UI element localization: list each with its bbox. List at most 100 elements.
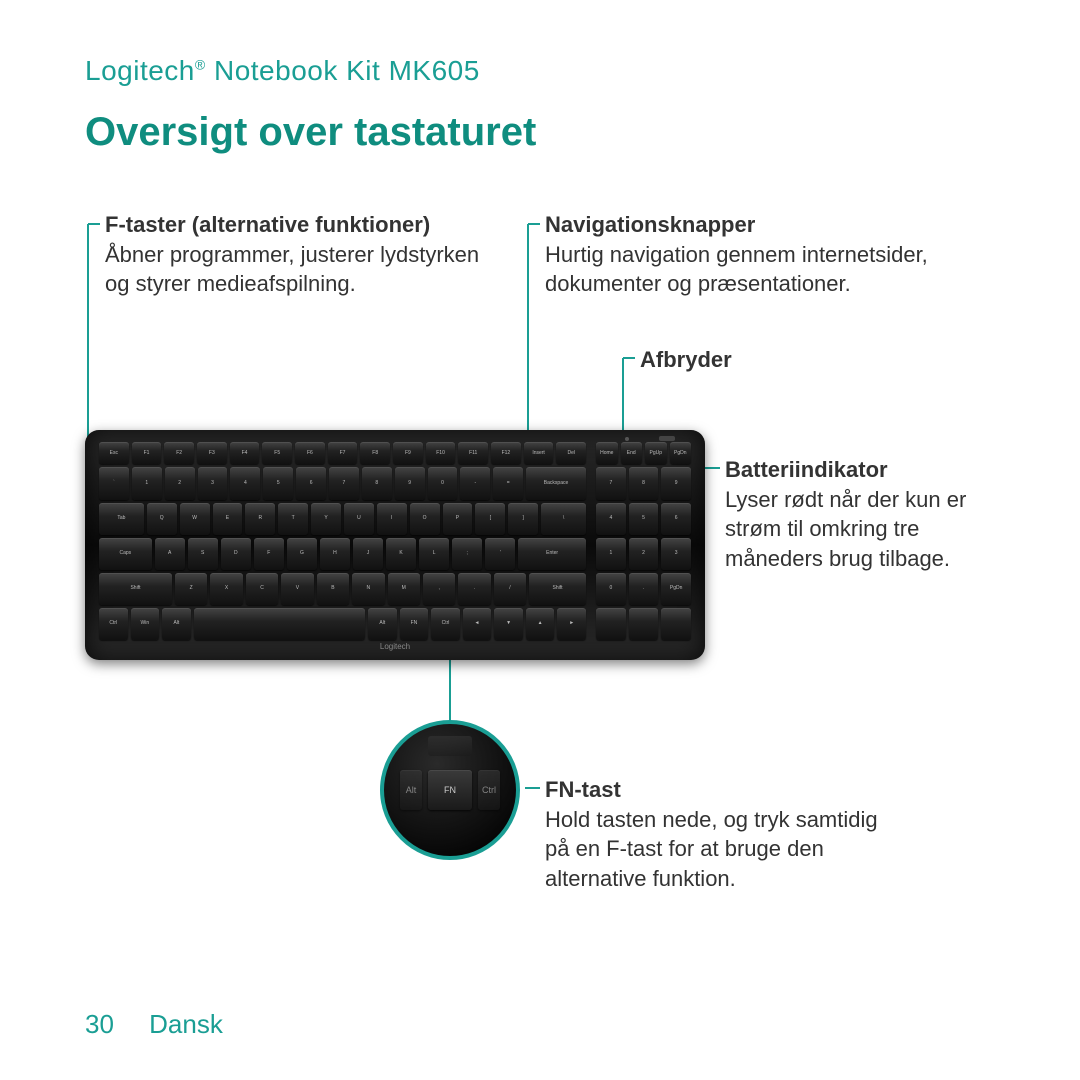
key: 8 — [362, 467, 392, 499]
callout-heading: Navigationsknapper — [545, 210, 965, 240]
key: T — [278, 503, 308, 535]
zoom-key-fn: FN — [428, 770, 472, 810]
registered-mark: ® — [195, 57, 206, 73]
language-label: Dansk — [149, 1009, 223, 1039]
key: 4 — [230, 467, 260, 499]
key: B — [317, 573, 349, 605]
key: ▲ — [526, 608, 555, 640]
key: 5 — [263, 467, 293, 499]
fn-key-zoom-circle: Alt FN Ctrl — [380, 720, 520, 860]
callout-heading: FN-tast — [545, 775, 885, 805]
key: 7 — [596, 467, 626, 499]
key: Esc — [99, 442, 129, 464]
power-switch — [659, 436, 675, 441]
key — [194, 608, 365, 640]
key: F1 — [132, 442, 162, 464]
key: 7 — [329, 467, 359, 499]
key: Ctrl — [99, 608, 128, 640]
key: 9 — [395, 467, 425, 499]
key: O — [410, 503, 440, 535]
key: F4 — [230, 442, 260, 464]
header-product-line: Logitech® Notebook Kit MK605 — [85, 55, 480, 87]
key: W — [180, 503, 210, 535]
key: Del — [556, 442, 586, 464]
key: Q — [147, 503, 177, 535]
key: 4 — [596, 503, 626, 535]
callout-f-keys: F-taster (alternative funktioner) Åbner … — [105, 210, 495, 299]
key: Backspace — [526, 467, 586, 499]
key: , — [423, 573, 455, 605]
key: S — [188, 538, 218, 570]
key: F12 — [491, 442, 521, 464]
zoom-adjacent-key — [428, 736, 472, 756]
key: ◄ — [463, 608, 492, 640]
key: U — [344, 503, 374, 535]
key: Shift — [99, 573, 172, 605]
callout-heading: Afbryder — [640, 345, 732, 375]
key: End — [621, 442, 643, 464]
key: F10 — [426, 442, 456, 464]
key: PgUp — [645, 442, 667, 464]
key: FN — [400, 608, 429, 640]
key: = — [493, 467, 523, 499]
key: F2 — [164, 442, 194, 464]
key: Insert — [524, 442, 554, 464]
callout-battery: Batteriindikator Lyser rødt når der kun … — [725, 455, 1005, 574]
key: F5 — [262, 442, 292, 464]
key: 9 — [661, 467, 691, 499]
key: . — [458, 573, 490, 605]
key: 0 — [596, 573, 626, 605]
keyboard-top-indicators — [625, 436, 675, 441]
callout-body: Hold tasten nede, og tryk samtidig på en… — [545, 805, 885, 894]
product-name: Notebook Kit MK605 — [206, 55, 480, 86]
key: Alt — [368, 608, 397, 640]
key: 5 — [629, 503, 659, 535]
page-number: 30 — [85, 1009, 114, 1039]
key: M — [388, 573, 420, 605]
key: - — [460, 467, 490, 499]
key: K — [386, 538, 416, 570]
key: Shift — [529, 573, 586, 605]
key: X — [210, 573, 242, 605]
brand: Logitech — [85, 55, 195, 86]
key: 6 — [296, 467, 326, 499]
key: I — [377, 503, 407, 535]
key: C — [246, 573, 278, 605]
key: ► — [557, 608, 586, 640]
key: 3 — [198, 467, 228, 499]
key: 1 — [596, 538, 626, 570]
zoom-key-left: Alt — [400, 770, 422, 810]
key: . — [629, 573, 659, 605]
key: Y — [311, 503, 341, 535]
key: N — [352, 573, 384, 605]
key: G — [287, 538, 317, 570]
key: 1 — [132, 467, 162, 499]
key: V — [281, 573, 313, 605]
key: J — [353, 538, 383, 570]
battery-led — [625, 437, 629, 441]
key: D — [221, 538, 251, 570]
callout-body: Hurtig navigation gennem internetsider, … — [545, 240, 965, 299]
page: Logitech® Notebook Kit MK605 Oversigt ov… — [0, 0, 1080, 1080]
key: H — [320, 538, 350, 570]
key: Tab — [99, 503, 144, 535]
callout-navigation: Navigationsknapper Hurtig navigation gen… — [545, 210, 965, 299]
callout-body: Lyser rødt når der kun er strøm til omkr… — [725, 485, 1005, 574]
key: F7 — [328, 442, 358, 464]
key: Enter — [518, 538, 586, 570]
nav-key-cluster: HomeEndPgUpPgDn 789 456 123 0.PgDn — [596, 442, 691, 640]
key: E — [213, 503, 243, 535]
key: 8 — [629, 467, 659, 499]
main-key-cluster: EscF1F2F3F4F5F6F7F8F9F10F11F12InsertDel … — [99, 442, 586, 640]
key: ` — [99, 467, 129, 499]
key: 2 — [165, 467, 195, 499]
key: Alt — [162, 608, 191, 640]
key: ; — [452, 538, 482, 570]
keyboard-illustration: EscF1F2F3F4F5F6F7F8F9F10F11F12InsertDel … — [85, 430, 705, 660]
key: ▼ — [494, 608, 523, 640]
key: [ — [475, 503, 505, 535]
key: F6 — [295, 442, 325, 464]
key: Ctrl — [431, 608, 460, 640]
key: 0 — [428, 467, 458, 499]
key: P — [443, 503, 473, 535]
